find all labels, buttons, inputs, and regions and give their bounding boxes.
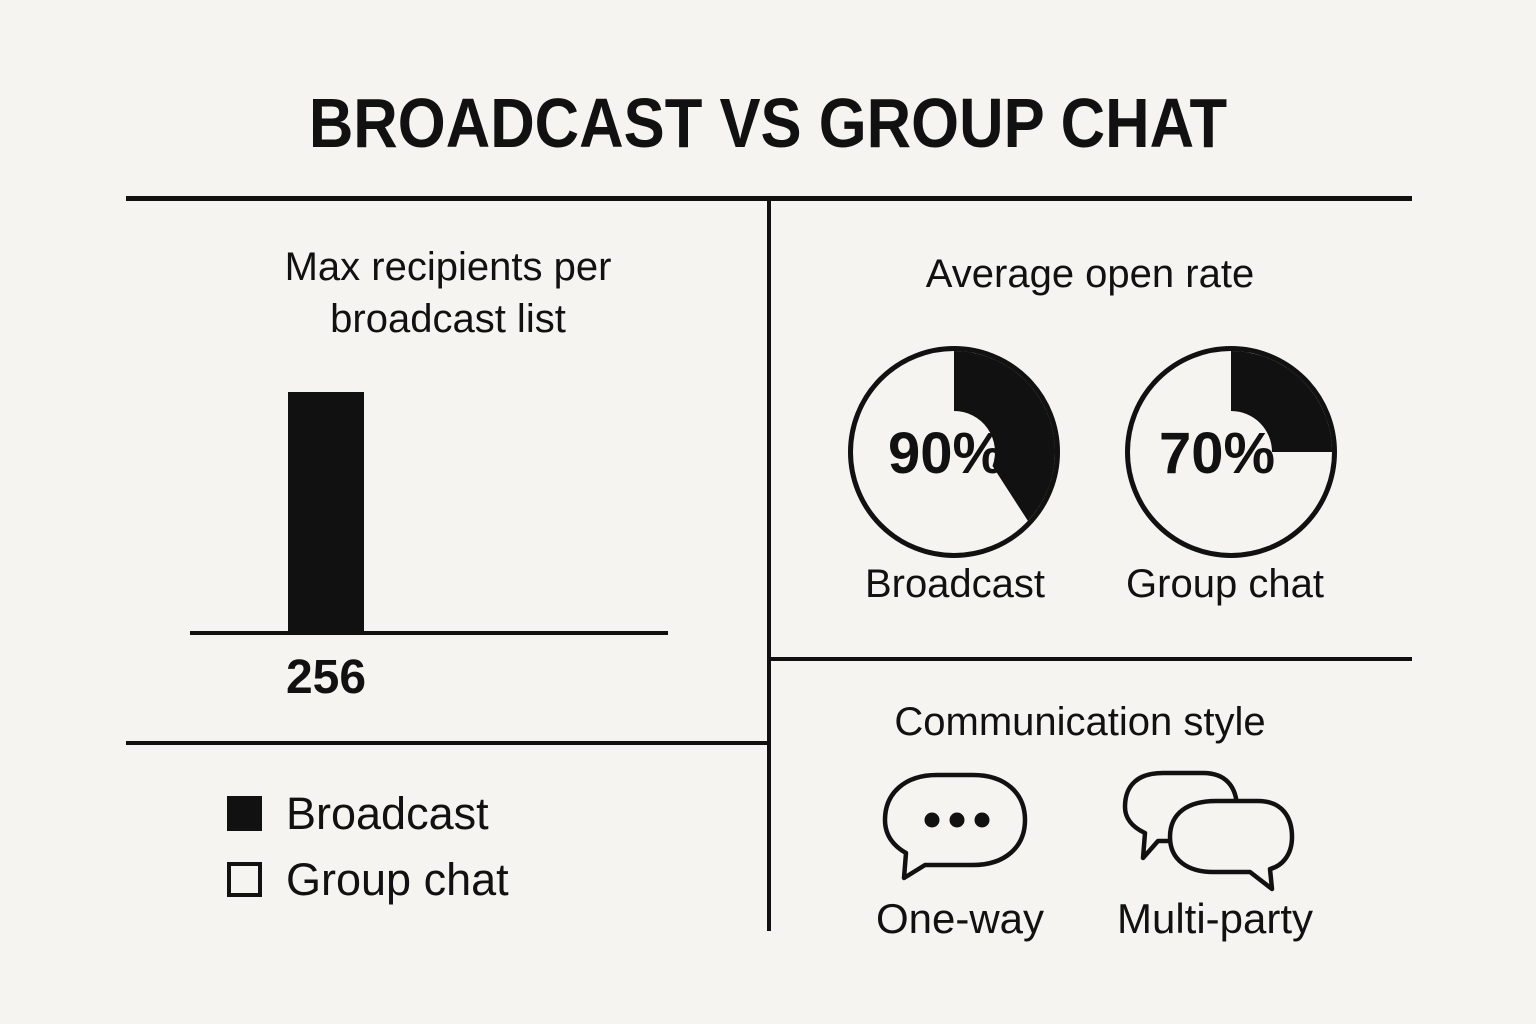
open-rate-title: Average open rate: [925, 252, 1255, 296]
right-panel-middle-divider-line: [769, 657, 1412, 661]
communication-style-title: Communication style: [894, 700, 1266, 744]
vertical-divider-line: [767, 196, 771, 931]
donut-wedge-group-chat: [1231, 351, 1332, 452]
speech-bubble-ellipsis-icon: [880, 768, 1040, 893]
donut-wedge-broadcast: [954, 351, 1056, 521]
donut-chart-group-chat: 70%: [1125, 346, 1337, 558]
bar-chart-title-line2: broadcast list: [330, 297, 566, 341]
bar-chart-title-line1: Max recipients per: [284, 245, 612, 289]
bar-broadcast: [288, 392, 364, 631]
donut-chart-group-chat-graphic: [1125, 346, 1337, 558]
donut-label-broadcast: Broadcast: [864, 562, 1046, 606]
donut-value-broadcast: 90%: [887, 421, 1005, 486]
bar-value-label: 256: [285, 651, 367, 704]
page-title: BROADCAST VS GROUP CHAT: [308, 84, 1228, 162]
legend-swatch-broadcast: [227, 795, 262, 831]
left-panel-bottom-divider-line: [126, 741, 771, 745]
front-speech-bubble: [1167, 798, 1295, 892]
legend-swatch-group-chat: [227, 861, 262, 897]
bar-chart-title: Max recipients per broadcast list: [128, 241, 768, 345]
donut-chart-broadcast: 90%: [848, 346, 1060, 558]
legend-label-group-chat: Group chat: [286, 853, 509, 905]
legend-label-broadcast: Broadcast: [286, 787, 489, 839]
legend-item-broadcast: Broadcast: [227, 791, 489, 836]
style-label-multi-party: Multi-party: [1116, 895, 1314, 942]
donut-chart-broadcast-graphic: [848, 346, 1060, 558]
bar-chart-baseline: [190, 631, 668, 635]
donut-label-group-chat: Group chat: [1126, 562, 1324, 606]
donut-value-group-chat: 70%: [1158, 421, 1276, 486]
overlapping-speech-bubbles-icon: [1118, 765, 1303, 905]
legend-item-group-chat: Group chat: [227, 857, 509, 902]
style-label-one-way: One-way: [875, 895, 1045, 942]
